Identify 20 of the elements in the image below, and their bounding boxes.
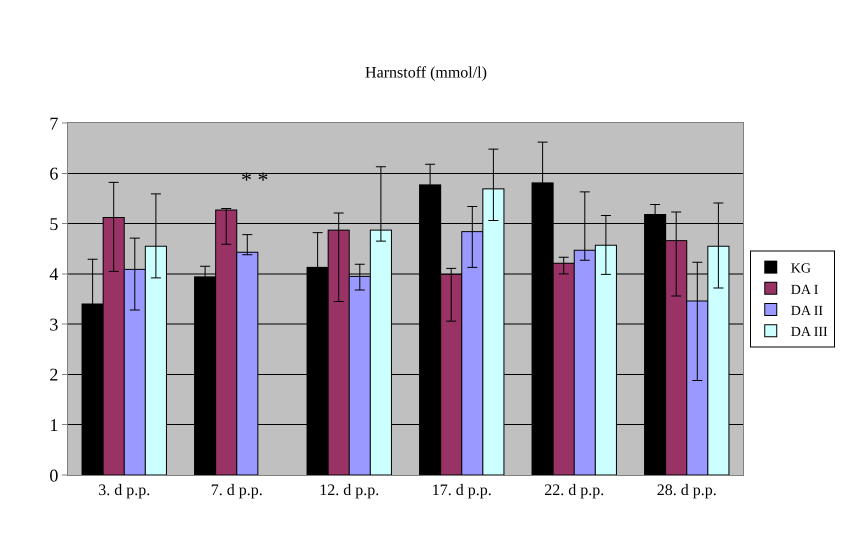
x-tick-label: 22. d p.p. (544, 482, 604, 500)
annotation: * * (241, 167, 268, 192)
legend-label: DA III (790, 325, 828, 340)
x-tick-label: 17. d p.p. (432, 482, 492, 500)
y-tick-label: 5 (49, 214, 58, 234)
y-tick-label: 0 (49, 465, 58, 486)
y-tick-label: 4 (49, 264, 58, 284)
y-tick-label: 7 (49, 113, 58, 134)
x-tick-label: 28. d p.p. (656, 482, 717, 500)
y-tick-label: 1 (49, 415, 58, 436)
y-tick-label: 2 (49, 364, 58, 385)
legend-label: KG (790, 262, 811, 277)
chart-title: Harnstoff (mmol/l) (365, 64, 487, 82)
legend-label: DA I (790, 282, 819, 298)
y-tick-label: 6 (49, 164, 58, 184)
x-tick-label: 12. d p.p. (319, 482, 380, 500)
y-tick-label: 3 (49, 314, 58, 334)
x-tick-label: 3. d p.p. (98, 482, 150, 500)
legend-label: DA II (790, 304, 824, 319)
x-tick-label: 7. d p.p. (210, 482, 263, 500)
